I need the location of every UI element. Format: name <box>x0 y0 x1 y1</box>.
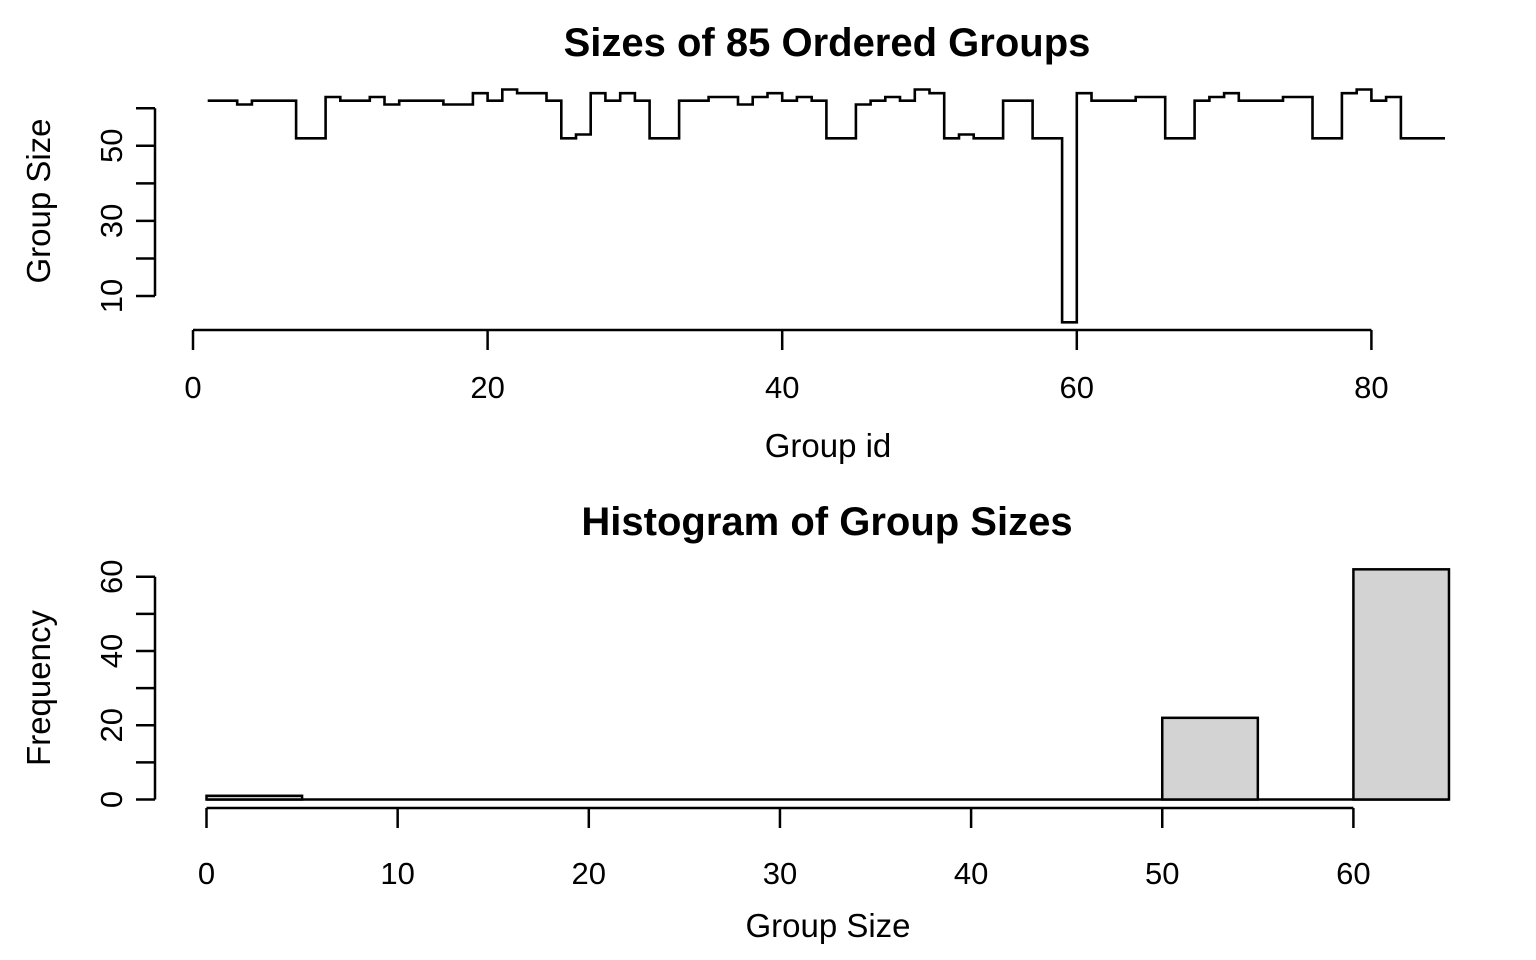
y-tick-label: 10 <box>94 279 129 313</box>
x-tick-label: 0 <box>198 856 215 891</box>
step-plot-axes: 10 30 50 0 20 40 60 80 <box>94 107 1389 405</box>
histogram-bars <box>205 568 1451 801</box>
histogram-axes: 0 20 40 60 0 10 20 30 40 50 60 <box>94 560 1371 891</box>
y-tick-label: 30 <box>94 204 129 238</box>
x-tick-label: 60 <box>1336 856 1370 891</box>
step-plot-panel: Sizes of 85 Ordered Groups Group id Grou… <box>20 21 1445 464</box>
x-tick-label: 20 <box>572 856 606 891</box>
histogram-bar <box>1352 568 1451 801</box>
step-plot-y-axis-title: Group Size <box>20 118 57 283</box>
step-plot-x-axis-title: Group id <box>765 427 892 464</box>
x-tick-label: 40 <box>765 370 799 405</box>
x-tick-label: 60 <box>1060 370 1094 405</box>
histogram-x-axis-title: Group Size <box>745 907 910 944</box>
step-line-series <box>207 88 1445 324</box>
x-tick-label: 30 <box>763 856 797 891</box>
x-tick-label: 50 <box>1145 856 1179 891</box>
y-tick-label: 40 <box>94 634 129 668</box>
y-tick-label: 60 <box>94 560 129 594</box>
histogram-bar <box>205 794 304 801</box>
histogram-panel: Histogram of Group Sizes Group Size Freq… <box>20 500 1451 944</box>
x-tick-label: 80 <box>1354 370 1388 405</box>
x-tick-label: 20 <box>470 370 504 405</box>
histogram-bar <box>1161 716 1260 801</box>
y-tick-label: 50 <box>94 129 129 163</box>
x-tick-label: 40 <box>954 856 988 891</box>
histogram-y-axis-title: Frequency <box>20 610 57 766</box>
x-tick-label: 10 <box>380 856 414 891</box>
y-tick-label: 20 <box>94 708 129 742</box>
y-tick-label: 0 <box>94 791 129 808</box>
step-plot-title: Sizes of 85 Ordered Groups <box>564 21 1091 65</box>
histogram-title: Histogram of Group Sizes <box>581 500 1072 544</box>
x-tick-label: 0 <box>184 370 201 405</box>
